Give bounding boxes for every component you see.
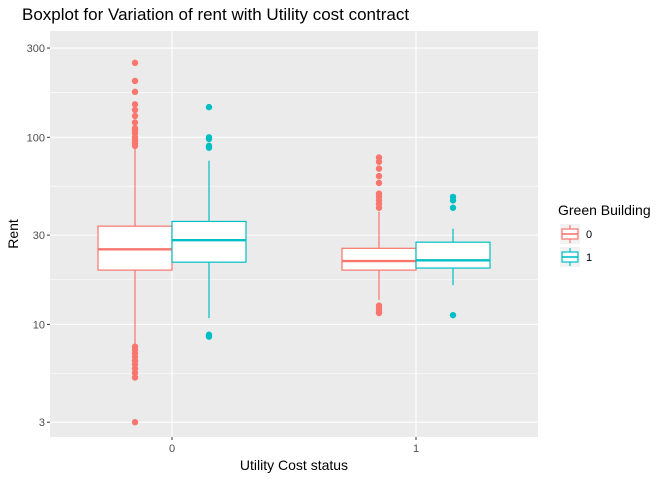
outlier-point (205, 331, 213, 338)
y-tick-label: 10 (33, 319, 45, 331)
legend-title: Green Building (558, 202, 651, 218)
outlier-point (375, 204, 383, 211)
box-iqr (341, 247, 417, 271)
outlier-point (131, 88, 139, 96)
outlier-point (375, 172, 383, 180)
boxplot-marks (97, 59, 491, 426)
y-tick-label: 30 (33, 230, 45, 242)
chart-title: Boxplot for Variation of rent with Utili… (22, 5, 409, 24)
outlier-point (205, 135, 213, 143)
legend: Green Building 0 1 (558, 202, 651, 267)
outlier-point (375, 158, 383, 165)
x-tick-label: 1 (413, 443, 419, 455)
y-tick-label: 300 (27, 43, 45, 55)
outlier-point (131, 112, 139, 120)
minor-gridlines (50, 92, 538, 374)
outlier-point (449, 197, 457, 204)
outlier-point (131, 101, 139, 108)
outlier-point (131, 106, 139, 114)
box-group-1-0 (171, 103, 247, 340)
outlier-point (375, 165, 383, 172)
x-tick-label: 0 (169, 443, 175, 455)
y-axis-ticks: 3 10 30 100 300 (27, 43, 50, 429)
box-iqr (415, 241, 491, 269)
outlier-point (205, 103, 213, 111)
outlier-point (375, 309, 383, 317)
box-group-0-1 (341, 154, 417, 317)
outlier-point (131, 77, 139, 85)
y-tick-label: 100 (27, 132, 45, 144)
outlier-point (449, 311, 457, 319)
outlier-point (205, 144, 213, 151)
outlier-point (449, 204, 457, 211)
x-axis-title: Utility Cost status (240, 457, 348, 473)
outlier-point (375, 179, 383, 187)
box-group-1-1 (415, 193, 491, 319)
legend-label: 1 (586, 252, 592, 264)
y-axis-title: Rent (5, 219, 21, 249)
legend-key-0 (560, 224, 580, 244)
legend-label: 0 (586, 229, 592, 241)
outlier-point (131, 119, 139, 126)
outlier-point (131, 142, 139, 150)
box-group-0-0 (97, 59, 173, 426)
box-iqr (171, 220, 247, 263)
legend-key-1 (560, 247, 580, 267)
outlier-point (131, 374, 139, 381)
y-tick-label: 3 (39, 417, 45, 429)
outlier-point (131, 59, 139, 67)
outlier-point (131, 369, 139, 377)
outlier-point (131, 418, 139, 426)
